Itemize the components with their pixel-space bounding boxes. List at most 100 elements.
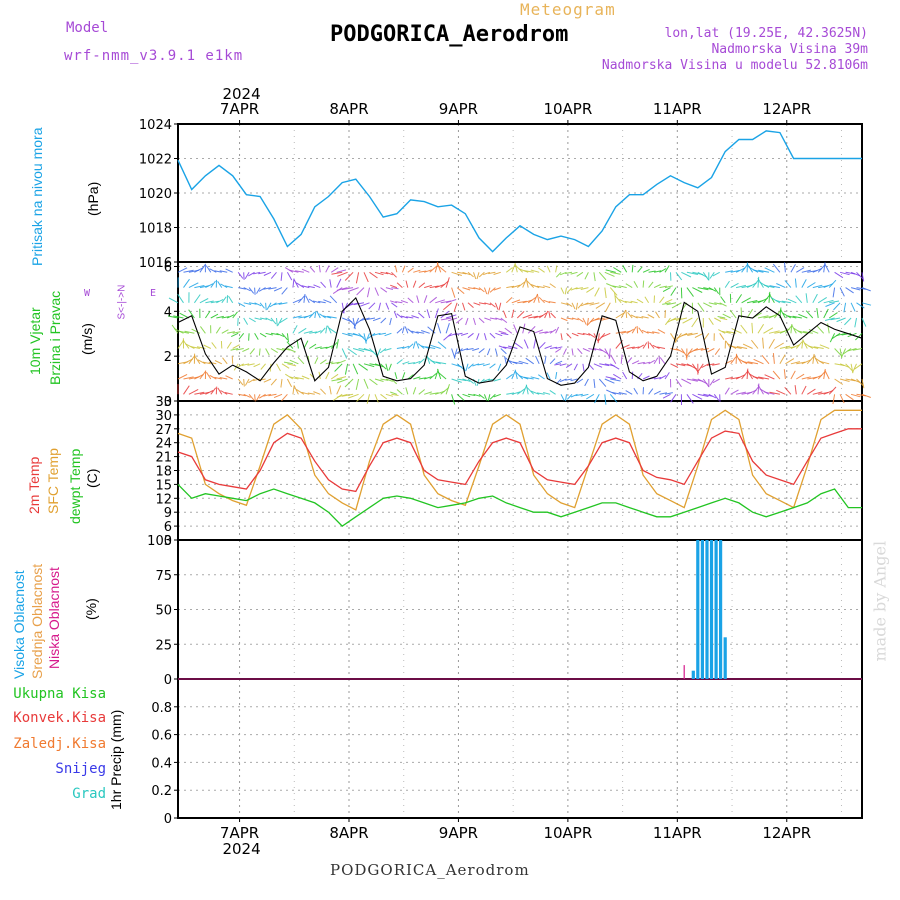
wind-vector: [514, 369, 518, 380]
wind-vector: [784, 262, 786, 273]
wind-vector: [807, 388, 816, 395]
wind-vector: [265, 302, 267, 311]
wind-vector: [648, 281, 654, 288]
wind-vector: [205, 300, 214, 304]
wind-vector: [483, 333, 487, 341]
ytick-label-cloud-1: 25: [155, 638, 172, 653]
wind-vector: [609, 287, 618, 296]
wind-vector: [232, 311, 238, 319]
wind-vector: [341, 393, 354, 397]
wind-vector: [462, 302, 466, 311]
wind-vector: [493, 378, 501, 382]
wind-vector: [437, 265, 447, 273]
wind-vector: [289, 359, 299, 365]
wind-vector: [631, 360, 640, 365]
ytick-label-temp-9: 30: [155, 409, 172, 424]
wind-vector: [631, 326, 637, 334]
wind-vector: [664, 265, 670, 273]
wind-vector: [203, 344, 212, 349]
wind-vector: [763, 391, 775, 395]
wind-vector: [194, 391, 205, 395]
wind-vector: [467, 271, 474, 278]
wind-vector: [548, 301, 556, 304]
wind-vector: [236, 363, 244, 369]
wind-vector: [530, 284, 540, 289]
wind-vector: [752, 385, 760, 395]
wind-vector: [253, 378, 261, 382]
wind-vector: [707, 348, 715, 353]
wind-vector: [600, 332, 611, 338]
wind-vector: [205, 283, 214, 289]
wind-vector: [784, 386, 792, 395]
wind-vector: [741, 263, 749, 273]
wind-vector: [794, 278, 797, 288]
wind-vector: [336, 278, 342, 288]
wind-vector: [259, 302, 265, 309]
wind-vector: [725, 270, 733, 273]
x-label-top-4: 11APR: [653, 100, 702, 118]
wind-vector: [231, 355, 234, 364]
wind-vector: [307, 392, 315, 395]
ytick-label-temp-10: 33: [155, 395, 172, 410]
wind-vector: [391, 271, 397, 278]
wind-vector: [435, 361, 447, 365]
wind-vector: [555, 348, 562, 353]
wind-vector: [637, 344, 645, 349]
wind-vector: [613, 373, 622, 380]
wind-vector: [719, 302, 727, 307]
wind-vector: [248, 378, 255, 384]
wind-vector: [441, 317, 452, 321]
wind-vector: [527, 296, 537, 304]
wind-vector: [394, 372, 398, 380]
wind-vector: [211, 342, 217, 349]
wind-vector: [687, 332, 698, 336]
wind-vector: [289, 376, 299, 380]
wind-vector: [467, 302, 474, 308]
wind-vector: [318, 300, 326, 304]
wind-vector: [265, 332, 273, 336]
wind-vector: [833, 302, 841, 311]
precip-legend-hail: Grad: [72, 786, 106, 802]
cloud-low-bar: [683, 665, 685, 679]
wind-vector: [709, 378, 715, 386]
wind-vector: [319, 313, 326, 319]
wind-vector: [615, 330, 626, 334]
wind-vector: [655, 311, 660, 319]
wind-vector: [770, 296, 781, 304]
wind-vector: [209, 268, 217, 273]
wind-vector: [268, 393, 277, 397]
wind-vector: [217, 281, 223, 288]
wind-vector: [604, 287, 607, 299]
wind-vector: [559, 378, 567, 383]
wind-vector: [219, 270, 228, 273]
wind-vector: [538, 341, 546, 349]
wind-vector: [225, 268, 233, 273]
wind-vector: [702, 378, 710, 387]
wind-vector: [254, 317, 262, 321]
wind-vector: [641, 329, 649, 334]
wind-vector: [565, 363, 573, 369]
wind-vector: [391, 287, 399, 290]
wind-vector: [437, 341, 447, 349]
wind-vector: [834, 348, 842, 357]
wind-vector: [730, 356, 737, 365]
wind-vector: [284, 267, 294, 273]
x-label-top-3: 10APR: [543, 100, 592, 118]
wind-vector: [832, 287, 836, 298]
wind-vector: [646, 331, 655, 334]
wind-vector: [823, 299, 834, 304]
wind-vector: [577, 317, 584, 323]
wind-vector: [316, 311, 321, 319]
wind-vector: [425, 346, 436, 349]
wind-vector: [504, 327, 513, 334]
wind-vector: [828, 279, 837, 288]
wind-vector: [478, 271, 485, 278]
wind-vector: [488, 271, 496, 275]
wind-vector: [405, 387, 409, 395]
wind-vector: [577, 302, 584, 309]
cloud-high-bar: [714, 540, 718, 679]
wind-vector: [500, 332, 509, 336]
wind-vector: [194, 374, 204, 380]
wind-vector: [243, 393, 251, 398]
ytick-label-cloud-3: 75: [155, 569, 172, 584]
